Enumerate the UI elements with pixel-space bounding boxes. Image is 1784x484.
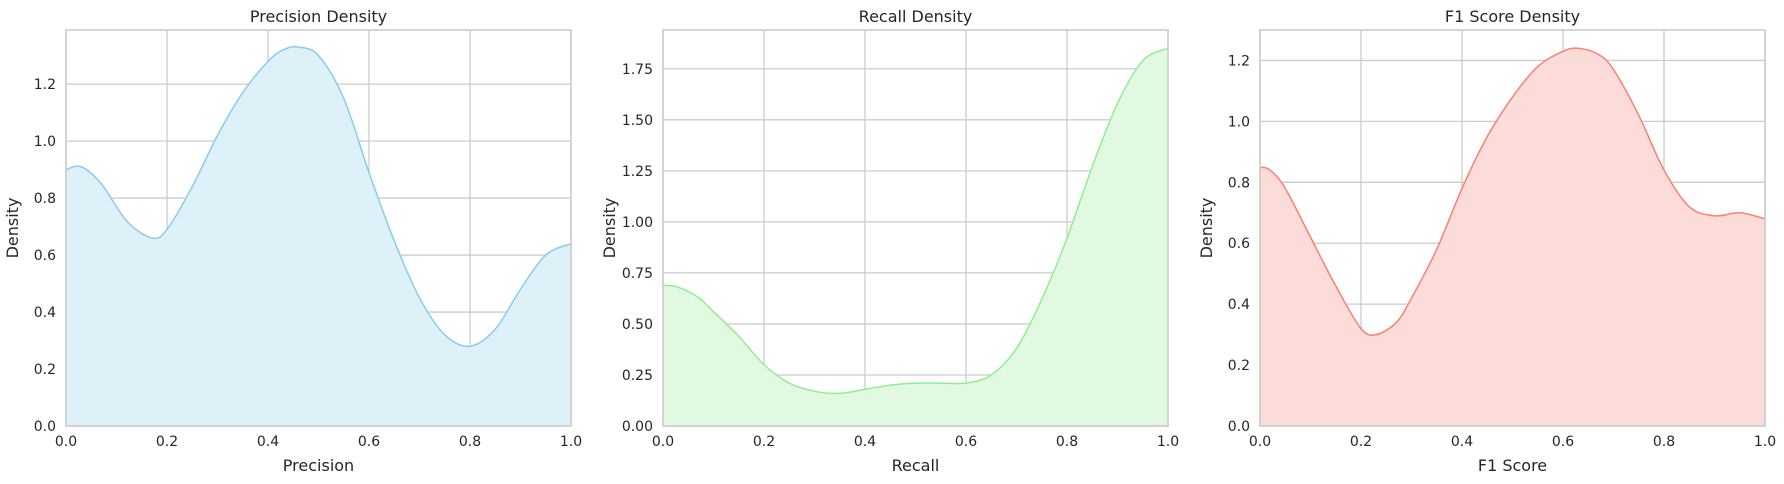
plot-frame (1259, 29, 1766, 427)
density-area (66, 46, 571, 426)
y-tick-label: 0.8 (1228, 175, 1250, 191)
plot-frame (662, 29, 1169, 427)
y-tick-label: 0.75 (622, 266, 653, 282)
y-tick-label: 1.00 (622, 215, 653, 231)
x-tick-label: 0.8 (1056, 434, 1078, 450)
y-tick-label: 0.0 (1228, 419, 1250, 435)
x-tick-label: 0.8 (1653, 434, 1675, 450)
x-tick-label: 0.2 (156, 434, 178, 450)
y-tick-label: 0.0 (34, 419, 56, 435)
density-line (1259, 47, 1766, 337)
y-tick-label: 1.50 (622, 113, 653, 129)
y-tick-label: 0.50 (622, 317, 653, 333)
y-axis-label: Density (1197, 198, 1216, 259)
x-tick-label: 0.4 (257, 434, 279, 450)
y-tick-label: 1.2 (1228, 53, 1250, 69)
y-tick-label: 1.2 (34, 77, 56, 93)
x-tick-label: 0.6 (358, 434, 380, 450)
density-area (1260, 48, 1765, 426)
chart-panel-3: 0.0 0.2 0.4 0.6 0.8 1.0 0.0 0.2 0.4 0.6 0.8 1.0 1.2 F… (1197, 7, 1776, 475)
y-tick-label: 0.00 (622, 419, 653, 435)
y-tick-label: 1.0 (34, 134, 56, 150)
plot-frame (65, 29, 572, 427)
chart-panel-1: 0.0 0.2 0.4 0.6 0.8 1.0 0.0 0.2 0.4 0.6 0.8 1.0 1.2 P… (3, 7, 582, 475)
y-tick-label: 0.4 (1228, 297, 1250, 313)
x-tick-label: 0.2 (1350, 434, 1372, 450)
x-tick-label: 0.6 (955, 434, 977, 450)
chart-title: Precision Density (250, 7, 387, 26)
y-tick-label: 0.25 (622, 368, 653, 384)
x-tick-label: 0.8 (459, 434, 481, 450)
density-line (65, 46, 572, 348)
chart-title: F1 Score Density (1445, 7, 1580, 26)
x-tick-label: 1.0 (1157, 434, 1179, 450)
density-area (663, 48, 1168, 427)
x-axis-label: F1 Score (1478, 456, 1547, 475)
x-tick-label: 0.4 (1451, 434, 1473, 450)
y-tick-label: 0.8 (34, 191, 56, 207)
x-axis-label: Recall (892, 456, 940, 475)
x-tick-label: 1.0 (1754, 434, 1776, 450)
y-tick-label: 0.4 (34, 305, 56, 321)
x-tick-label: 1.0 (560, 434, 582, 450)
y-tick-label: 0.2 (34, 362, 56, 378)
x-tick-label: 0.0 (652, 434, 674, 450)
chart-panel-2: 0.0 0.2 0.4 0.6 0.8 1.0 0.00 0.25 0.50 0.75 1.00 1.… (600, 7, 1179, 475)
x-axis-label: Precision (283, 456, 354, 475)
y-tick-label: 1.25 (622, 164, 653, 180)
x-tick-label: 0.6 (1552, 434, 1574, 450)
x-tick-label: 0.0 (55, 434, 77, 450)
x-tick-label: 0.2 (753, 434, 775, 450)
y-tick-label: 1.0 (1228, 114, 1250, 130)
y-tick-label: 0.6 (1228, 236, 1250, 252)
y-tick-label: 0.6 (34, 248, 56, 264)
y-axis-label: Density (600, 198, 619, 259)
density-line (662, 47, 1169, 395)
y-tick-label: 0.2 (1228, 358, 1250, 374)
chart-title: Recall Density (859, 7, 973, 26)
y-tick-label: 1.75 (622, 62, 653, 78)
y-axis-label: Density (3, 198, 22, 259)
x-tick-label: 0.0 (1249, 434, 1271, 450)
x-tick-label: 0.4 (854, 434, 876, 450)
